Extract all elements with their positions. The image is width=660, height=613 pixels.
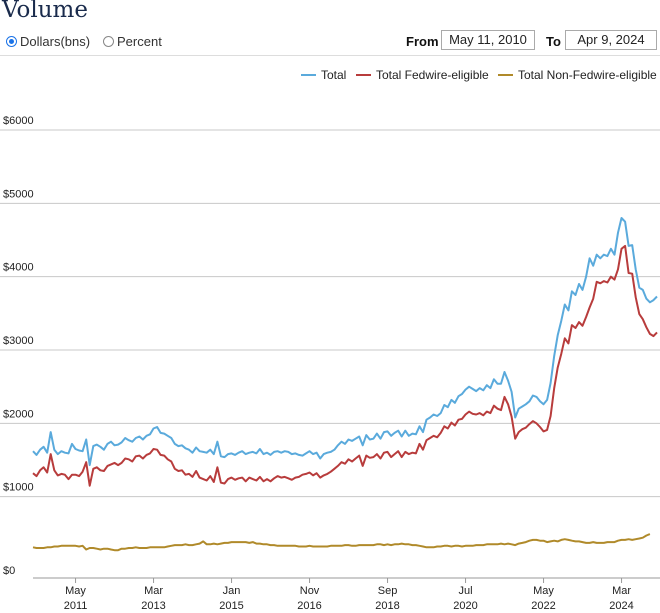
x-tick-month: May [65, 585, 86, 597]
x-tick-year: 2018 [375, 600, 399, 612]
x-tick-year: 2016 [297, 600, 321, 612]
x-tick-month: May [533, 585, 554, 597]
x-tick-month: Sep [378, 585, 398, 597]
legend-label[interactable]: Total [321, 68, 346, 82]
x-tick-month: Jul [459, 585, 473, 597]
legend-label[interactable]: Total Non-Fedwire-eligible [518, 68, 657, 82]
series-line-total [32, 217, 658, 467]
controls-bar: Dollars(bns) Percent From May 11, 2010 T… [0, 30, 660, 52]
x-tick-month: Nov [300, 585, 320, 597]
x-tick-year: 2022 [531, 600, 555, 612]
y-tick-label: $2000 [3, 408, 34, 420]
percent-radio-label: Percent [117, 34, 162, 49]
percent-radio[interactable]: Percent [103, 34, 162, 49]
x-tick-year: 2011 [64, 600, 88, 612]
page-title: Volume [2, 0, 88, 23]
from-date-input[interactable]: May 11, 2010 [441, 30, 535, 50]
to-label: To [546, 34, 561, 49]
x-tick-year: 2015 [219, 600, 243, 612]
to-date-input[interactable]: Apr 9, 2024 [565, 30, 657, 50]
x-tick-year: 2024 [609, 600, 633, 612]
y-tick-label: $6000 [3, 115, 34, 127]
radio-selected-icon[interactable] [6, 36, 17, 47]
x-tick-year: 2020 [453, 600, 477, 612]
series-line-non-fedwire-eligible [32, 533, 651, 552]
x-tick-month: Mar [144, 585, 163, 597]
from-label: From [406, 34, 439, 49]
dollars-radio[interactable]: Dollars(bns) [6, 34, 90, 49]
dollars-radio-label: Dollars(bns) [20, 34, 91, 49]
y-tick-label: $4000 [3, 262, 34, 274]
legend-label[interactable]: Total Fedwire-eligible [376, 68, 489, 82]
y-tick-label: $3000 [3, 335, 34, 347]
x-tick-year: 2013 [141, 600, 165, 612]
y-tick-label: $0 [3, 565, 15, 577]
x-tick-month: Jan [223, 585, 241, 597]
series-line-fedwire-eligible [32, 244, 658, 487]
radio-unselected-icon[interactable] [103, 36, 114, 47]
y-tick-label: $1000 [3, 482, 34, 494]
x-tick-month: Mar [612, 585, 631, 597]
y-tick-label: $5000 [3, 188, 34, 200]
divider [0, 55, 660, 56]
